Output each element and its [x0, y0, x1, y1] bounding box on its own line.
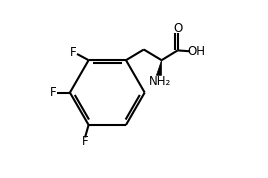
Text: F: F	[70, 46, 77, 59]
Polygon shape	[157, 60, 162, 75]
Text: F: F	[50, 86, 57, 99]
Text: O: O	[173, 22, 182, 35]
Text: NH₂: NH₂	[149, 75, 171, 88]
Text: F: F	[81, 135, 88, 148]
Text: OH: OH	[188, 45, 206, 58]
